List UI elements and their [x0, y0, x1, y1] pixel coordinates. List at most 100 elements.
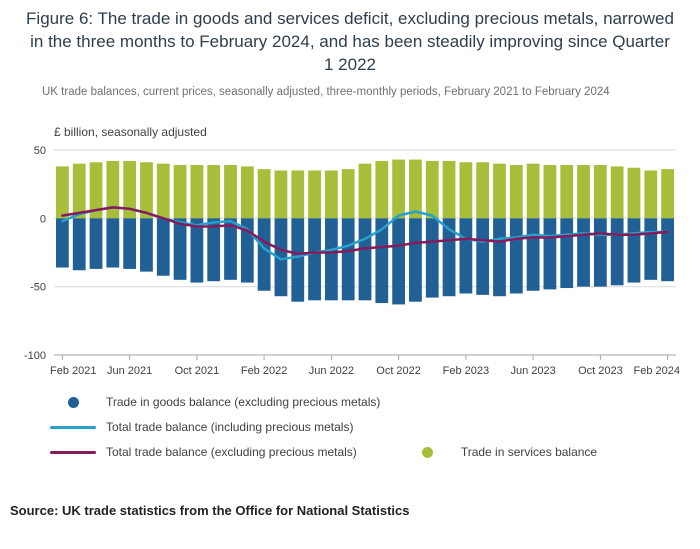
bar-services [156, 163, 170, 219]
x-tick-label: Jun 2021 [107, 365, 152, 376]
x-tick-label: Feb 2024 [634, 365, 680, 376]
figure-subtitle: UK trade balances, current prices, seaso… [42, 85, 610, 98]
bar-services [493, 163, 506, 219]
bar-services [291, 170, 305, 219]
bar-goods [493, 218, 506, 297]
chart-area: £ billion, seasonally adjusted 50 0 -50 -100… [10, 124, 690, 376]
bar-goods [274, 218, 288, 297]
bar-goods [593, 218, 607, 287]
services-balance-dot-icon [422, 446, 434, 458]
bar-services [442, 160, 456, 219]
bar-goods [459, 218, 473, 294]
bar-goods [358, 218, 372, 301]
bar-goods [257, 218, 271, 291]
legend: Trade in goods balance (excluding precio… [10, 390, 690, 465]
bar-services [308, 170, 321, 219]
bar-goods [627, 218, 641, 283]
y-tick-label: -100 [24, 350, 46, 362]
legend-label-total-excluding: Total trade balance (excluding precious … [106, 445, 357, 460]
bar-services [409, 159, 422, 219]
bar-goods [425, 218, 439, 298]
bar-services [392, 159, 406, 219]
bar-goods [140, 218, 153, 272]
bar-goods [173, 218, 187, 280]
bar-services [644, 170, 658, 219]
x-tick-label: Jun 2022 [309, 365, 354, 376]
bar-goods [476, 218, 490, 295]
x-tick-label: Jun 2023 [510, 365, 555, 376]
bar-goods [224, 218, 237, 280]
bar-services [72, 163, 86, 219]
bar-services [526, 163, 540, 219]
legend-label-goods-balance: Trade in goods balance (excluding precio… [106, 395, 381, 410]
x-tick-label: Oct 2021 [175, 365, 220, 376]
legend-item-total-including: Total trade balance (including precious … [50, 420, 353, 434]
legend-item-total-excluding: Total trade balance (excluding precious … [50, 445, 357, 459]
legend-row: Trade in goods balance (excluding precio… [50, 390, 690, 415]
bar-services [207, 164, 221, 219]
bar-services [140, 162, 153, 219]
bar-services [610, 166, 624, 219]
legend-row: Total trade balance (including precious … [50, 415, 690, 440]
bar-goods [560, 218, 574, 288]
bar-services [459, 162, 473, 219]
bar-services [341, 168, 355, 219]
bar-services [375, 160, 389, 219]
bar-services [240, 166, 254, 219]
bar-goods [509, 218, 523, 294]
legend-item-services-balance: Trade in services balance [405, 445, 597, 459]
bar-goods [72, 218, 86, 271]
bar-services [274, 170, 288, 219]
y-axis-unit-label: £ billion, seasonally adjusted [54, 125, 207, 139]
x-tick-label: Oct 2023 [578, 365, 623, 376]
bar-goods [123, 218, 137, 269]
marker-cell [50, 450, 96, 454]
bar-goods [543, 218, 557, 290]
x-tick-label: Feb 2021 [50, 365, 96, 376]
goods-balance-dot-icon [67, 396, 79, 408]
bar-goods [291, 218, 305, 302]
bar-goods [577, 218, 590, 287]
bar-goods [610, 218, 624, 286]
bar-goods [375, 218, 389, 303]
bar-services [89, 162, 103, 219]
bar-goods [644, 218, 658, 280]
marker-cell [405, 446, 451, 458]
x-tick-label: Feb 2022 [241, 365, 287, 376]
x-tick-label: Oct 2022 [376, 365, 421, 376]
total-excluding-line-icon [50, 450, 96, 454]
bar-services [543, 164, 557, 219]
bar-services [106, 160, 120, 219]
bar-services [358, 163, 372, 219]
bar-goods [207, 218, 221, 282]
bar-goods [324, 218, 338, 301]
bar-services [123, 160, 137, 219]
bar-services [593, 164, 607, 219]
bar-services [324, 170, 338, 219]
legend-item-goods-balance: Trade in goods balance (excluding precio… [50, 395, 380, 409]
x-tick-label: Feb 2023 [443, 365, 489, 376]
bar-goods [442, 218, 456, 297]
bar-services [224, 164, 237, 219]
legend-row: Total trade balance (excluding precious … [50, 440, 690, 465]
source-note: Source: UK trade statistics from the Off… [10, 502, 410, 518]
bar-goods [56, 218, 69, 268]
bar-goods [190, 218, 204, 283]
bar-goods [341, 218, 355, 301]
total-including-line-icon [50, 425, 96, 429]
y-tick-label: 50 [34, 145, 46, 157]
bar-services [190, 164, 204, 219]
bar-services [627, 167, 641, 219]
marker-cell [50, 425, 96, 429]
bar-goods [392, 218, 406, 305]
bar-goods [106, 218, 120, 268]
bar-services [661, 168, 674, 219]
bar-services [577, 164, 590, 219]
bar-services [560, 164, 574, 219]
bar-services [509, 164, 523, 219]
trade-balance-chart: £ billion, seasonally adjusted 50 0 -50 -100… [24, 125, 680, 376]
bar-goods [661, 218, 674, 282]
bar-goods [308, 218, 321, 301]
legend-label-services-balance: Trade in services balance [460, 445, 598, 460]
